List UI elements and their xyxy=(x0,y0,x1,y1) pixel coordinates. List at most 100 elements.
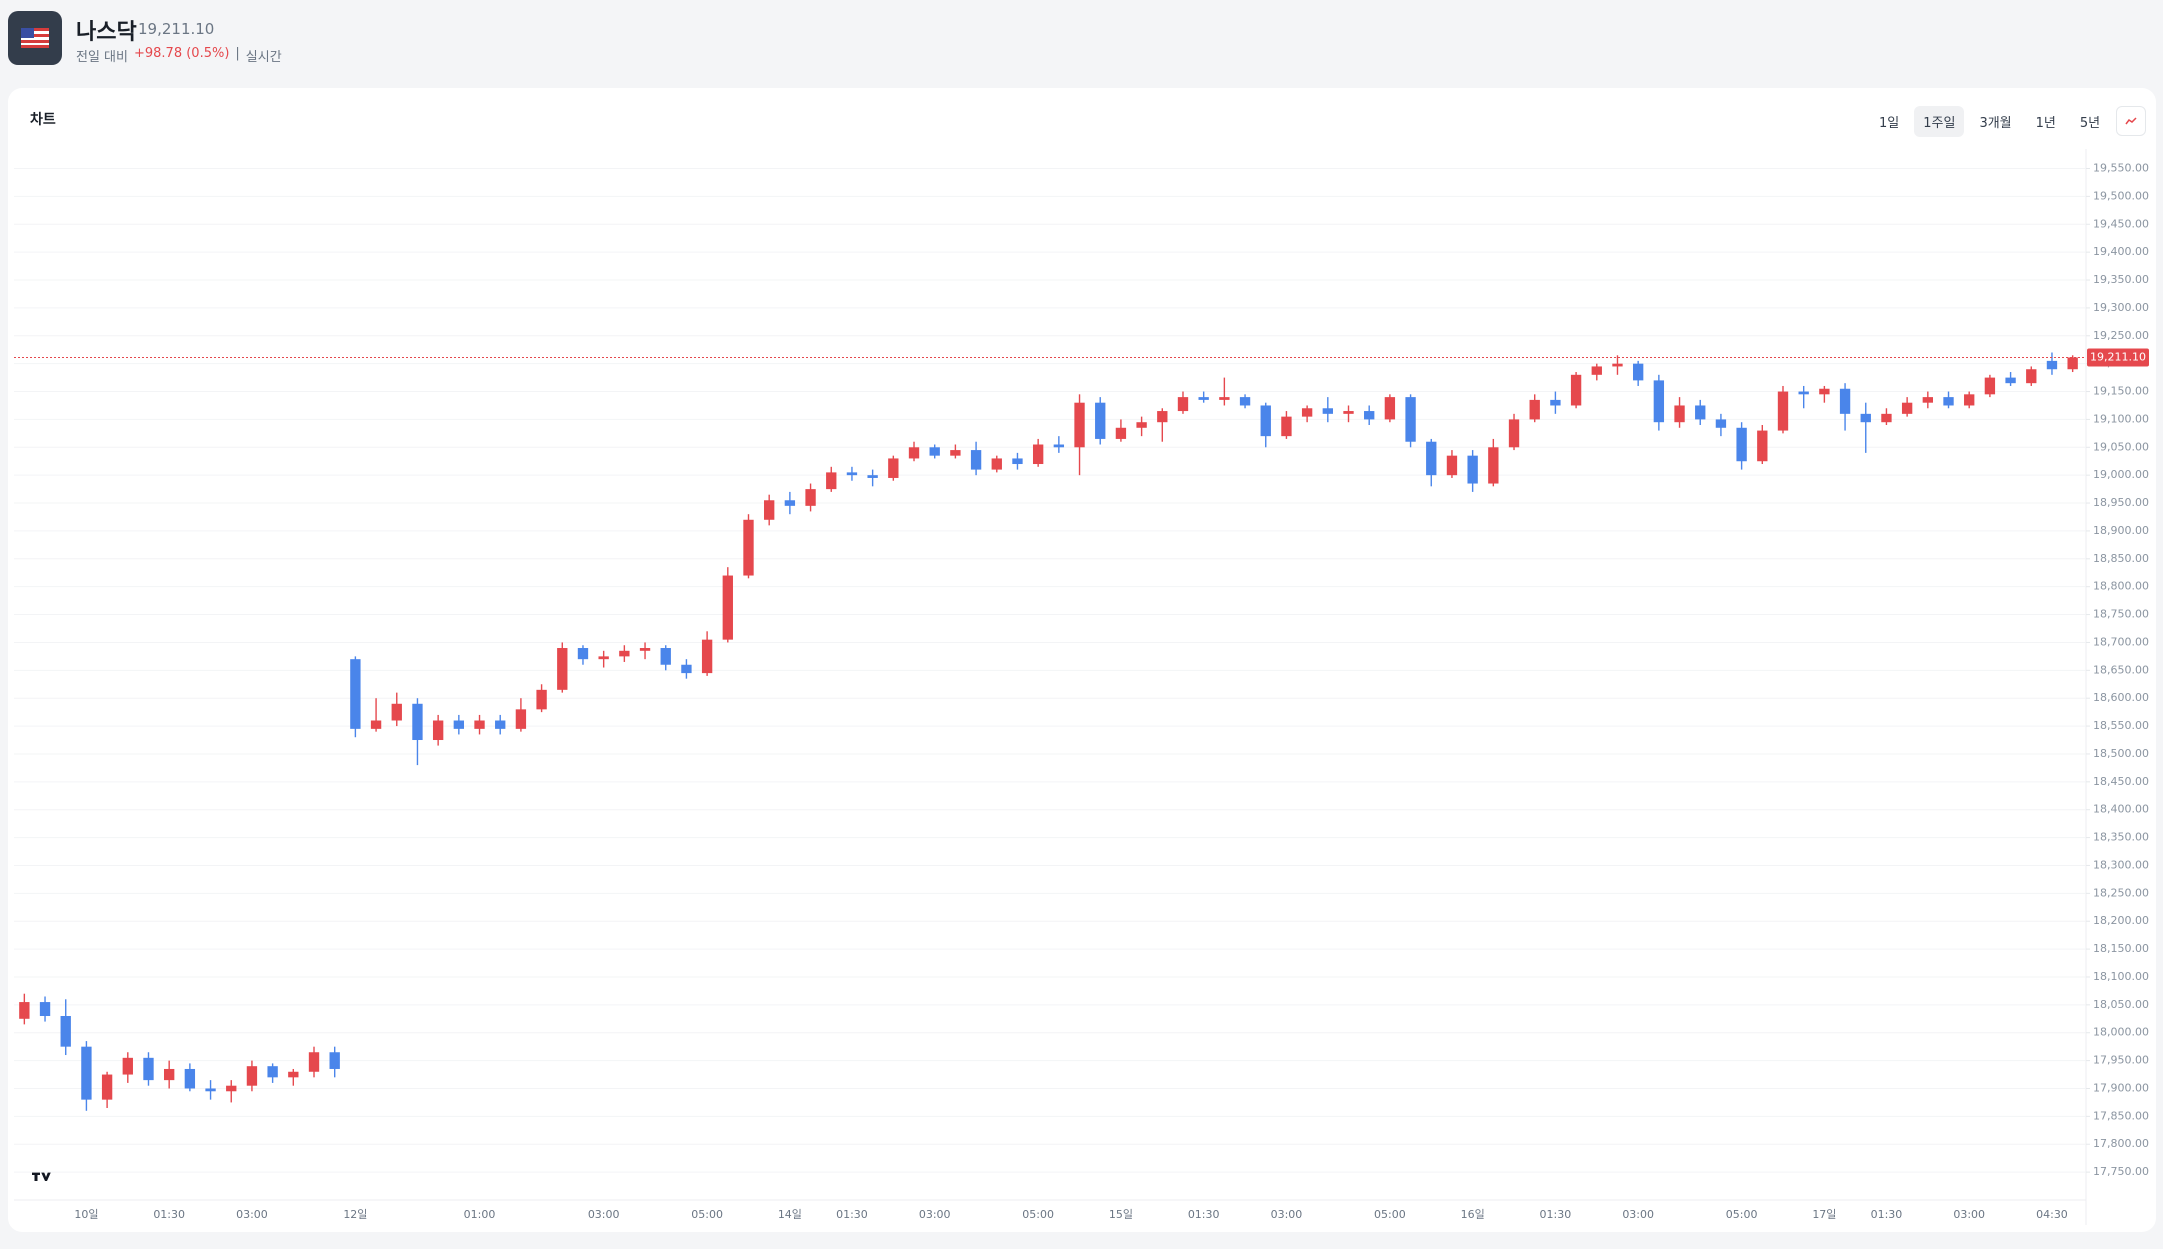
candle-body xyxy=(2046,360,2058,370)
candle-body xyxy=(598,656,609,660)
candle-body xyxy=(1964,394,1975,406)
y-tick-label: 18,550.00 xyxy=(2093,719,2149,732)
y-tick-label: 19,500.00 xyxy=(2093,189,2149,202)
y-tick-label: 19,350.00 xyxy=(2093,273,2149,286)
y-tick-label: 17,900.00 xyxy=(2093,1081,2149,1094)
candle-body xyxy=(805,489,816,506)
candle-body xyxy=(288,1071,299,1078)
candle-body xyxy=(474,720,485,729)
y-tick-label: 19,400.00 xyxy=(2093,245,2149,258)
candle-body xyxy=(308,1052,320,1072)
last-price-tag xyxy=(2087,348,2149,367)
candle-body xyxy=(1281,416,1292,437)
subline: 전일 대비 +98.78 (0.5%) | 실시간 xyxy=(76,46,282,65)
y-tick-label: 19,150.00 xyxy=(2093,385,2149,398)
y-tick-label: 18,400.00 xyxy=(2093,803,2149,816)
y-tick-label: 18,150.00 xyxy=(2093,942,2149,955)
candle-body xyxy=(391,703,402,721)
candle-body xyxy=(2005,377,2016,384)
range-button[interactable]: 5년 xyxy=(2079,116,2101,131)
candle-body xyxy=(1839,388,1851,414)
candle-body xyxy=(1591,366,1602,375)
candle-body xyxy=(164,1068,175,1081)
candle-body xyxy=(350,659,361,729)
candle-body xyxy=(1922,397,1933,403)
change-label: 전일 대비 xyxy=(76,50,128,65)
chart-type-button[interactable] xyxy=(2116,106,2146,136)
y-tick-label: 18,850.00 xyxy=(2093,552,2149,565)
range-button[interactable]: 1일 xyxy=(1879,116,1900,131)
candle-body xyxy=(2026,369,2037,384)
candle-body xyxy=(1136,422,1147,428)
x-tick-label: 15일 xyxy=(1109,1207,1133,1221)
candle-body xyxy=(619,650,630,657)
y-tick-label: 18,750.00 xyxy=(2093,608,2149,621)
candle-body xyxy=(1301,408,1313,417)
flag-icon xyxy=(8,11,62,65)
candle-body xyxy=(1798,391,1809,395)
y-tick-label: 18,950.00 xyxy=(2093,496,2149,509)
y-tick-label: 17,750.00 xyxy=(2093,1165,2149,1178)
candle-body xyxy=(846,472,858,476)
y-tick-label: 19,050.00 xyxy=(2093,440,2149,453)
y-tick-label: 18,200.00 xyxy=(2093,914,2149,927)
candle-body xyxy=(1426,441,1437,476)
range-buttons: 1일 1주일 3개월 1년 5년 xyxy=(1870,106,2109,137)
candle-body xyxy=(515,709,527,729)
x-tick-label: 03:00 xyxy=(919,1208,951,1221)
x-tick-label: 01:30 xyxy=(1540,1208,1572,1221)
range-button[interactable]: 1년 xyxy=(2035,116,2056,131)
candle-body xyxy=(1198,397,1209,400)
separator: | xyxy=(235,46,240,61)
tv-logo xyxy=(30,1168,52,1184)
candle-body xyxy=(888,458,899,478)
range-button[interactable]: 1주일 xyxy=(1914,106,1965,137)
candle-body xyxy=(19,1002,30,1019)
candle-body xyxy=(1446,455,1458,476)
candle-body xyxy=(867,475,878,478)
candle-body xyxy=(950,450,961,456)
candle-body xyxy=(991,458,1002,470)
y-tick-label: 19,100.00 xyxy=(2093,412,2149,425)
candle-body xyxy=(1364,411,1375,420)
x-tick-label: 03:00 xyxy=(588,1208,620,1221)
x-tick-label: 16일 xyxy=(1461,1207,1485,1221)
candle-body xyxy=(143,1057,154,1081)
price: 19,211.10 xyxy=(138,20,215,38)
candle-body xyxy=(1032,444,1044,465)
candle-body xyxy=(970,450,982,470)
flag xyxy=(21,28,49,48)
candle-body xyxy=(412,703,423,741)
candle-body xyxy=(184,1068,196,1089)
candle-body xyxy=(60,1016,71,1047)
candle-body xyxy=(784,500,796,506)
x-tick-label: 01:30 xyxy=(153,1208,185,1221)
y-tick-label: 18,650.00 xyxy=(2093,663,2149,676)
candle-body xyxy=(1570,374,1582,406)
x-tick-label: 05:00 xyxy=(1022,1208,1054,1221)
y-tick-label: 18,000.00 xyxy=(2093,1026,2149,1039)
x-tick-label: 01:30 xyxy=(1188,1208,1220,1221)
candle-body xyxy=(1777,391,1789,431)
candle-body xyxy=(929,447,940,456)
last-price-label: 19,211.10 xyxy=(2090,350,2146,363)
candle-body xyxy=(39,1002,51,1017)
x-tick-label: 17일 xyxy=(1812,1207,1836,1221)
candle-body xyxy=(267,1066,278,1078)
candle-body xyxy=(1901,402,1913,414)
candle-body xyxy=(701,639,713,674)
x-tick-label: 01:30 xyxy=(836,1208,868,1221)
range-button[interactable]: 3개월 xyxy=(1979,116,2012,131)
y-tick-label: 19,000.00 xyxy=(2093,468,2149,481)
candle-body xyxy=(1219,397,1230,400)
candle-body xyxy=(1612,363,1623,367)
candle-body xyxy=(1095,402,1106,439)
candle-body xyxy=(1177,397,1189,412)
y-tick-label: 18,100.00 xyxy=(2093,970,2149,983)
candle-body xyxy=(908,447,920,459)
candle-body xyxy=(1736,427,1747,462)
title: 나스닥 xyxy=(76,20,137,45)
x-tick-label: 03:00 xyxy=(1271,1208,1303,1221)
chart-card xyxy=(8,88,2156,1232)
